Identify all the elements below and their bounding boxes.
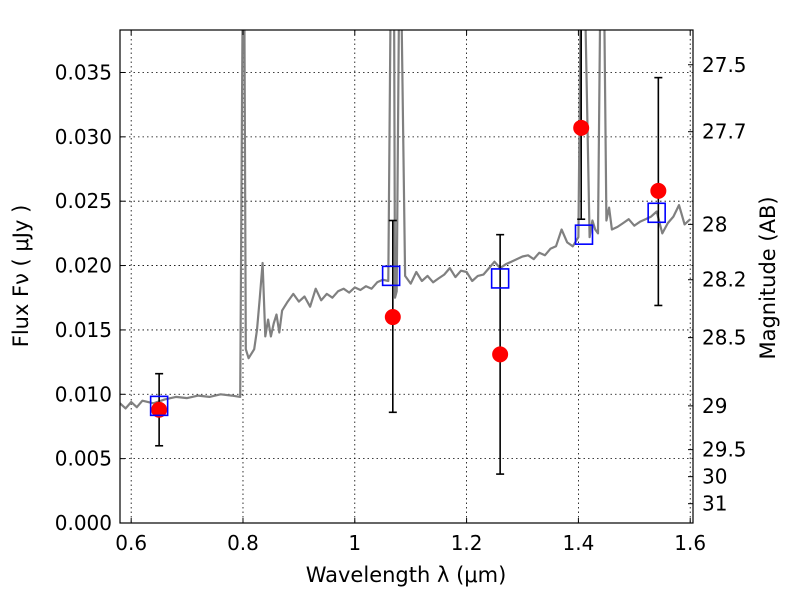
model-point bbox=[381, 265, 401, 287]
x-axis-label: Wavelength λ (μm) bbox=[306, 563, 507, 587]
grid bbox=[120, 30, 693, 524]
observed-point bbox=[151, 401, 168, 418]
y-tick-label: 0.010 bbox=[55, 382, 112, 406]
x-tick-label: 0.6 bbox=[115, 531, 147, 555]
x-tick-label: 1 bbox=[348, 531, 361, 555]
plot-frame bbox=[119, 29, 694, 524]
observed-point bbox=[650, 182, 667, 199]
y-tick-label: 0.000 bbox=[55, 511, 112, 535]
mag-tick-label: 27.7 bbox=[702, 120, 747, 144]
y-tick-label: 0.025 bbox=[55, 189, 112, 213]
model-point bbox=[574, 224, 594, 245]
model-point bbox=[647, 202, 666, 224]
axes: 0.6 0.8 1 1.2 1.4 1.6 0.000 0.005 0.010 0.015 0.02… bbox=[55, 30, 747, 555]
mag-tick-label: 27.5 bbox=[702, 53, 747, 77]
y-tick-label: 0.020 bbox=[55, 254, 112, 278]
mag-tick-label: 28 bbox=[702, 212, 727, 236]
observed-point bbox=[384, 309, 401, 326]
y-axis-label: Flux Fν ( μJy ) bbox=[9, 205, 33, 348]
y-tick-label: 0.015 bbox=[55, 318, 112, 342]
y-tick-label: 0.035 bbox=[55, 60, 112, 84]
model-point bbox=[490, 268, 510, 289]
x-tick-label: 1.2 bbox=[451, 531, 483, 555]
y-tick-label: 0.030 bbox=[55, 125, 112, 149]
mag-tick-label: 28.2 bbox=[702, 268, 747, 292]
x-tick-label: 0.8 bbox=[227, 531, 259, 555]
data-layer bbox=[120, 30, 691, 475]
x-tick-label: 1.6 bbox=[674, 531, 706, 555]
x-tick-label: 1.4 bbox=[562, 531, 594, 555]
mag-tick-label: 28.5 bbox=[702, 326, 747, 350]
observed-point bbox=[573, 119, 590, 136]
model-spectrum-line bbox=[120, 30, 691, 410]
y2-axis-label: Magnitude (AB) bbox=[756, 196, 780, 359]
mag-tick-label: 31 bbox=[702, 492, 727, 516]
mag-tick-label: 29.5 bbox=[702, 438, 747, 462]
y-tick-label: 0.005 bbox=[55, 447, 112, 471]
mag-tick-label: 29 bbox=[702, 394, 727, 418]
model-point bbox=[149, 395, 169, 417]
observed-point bbox=[492, 346, 509, 363]
mag-tick-label: 30 bbox=[702, 465, 727, 489]
